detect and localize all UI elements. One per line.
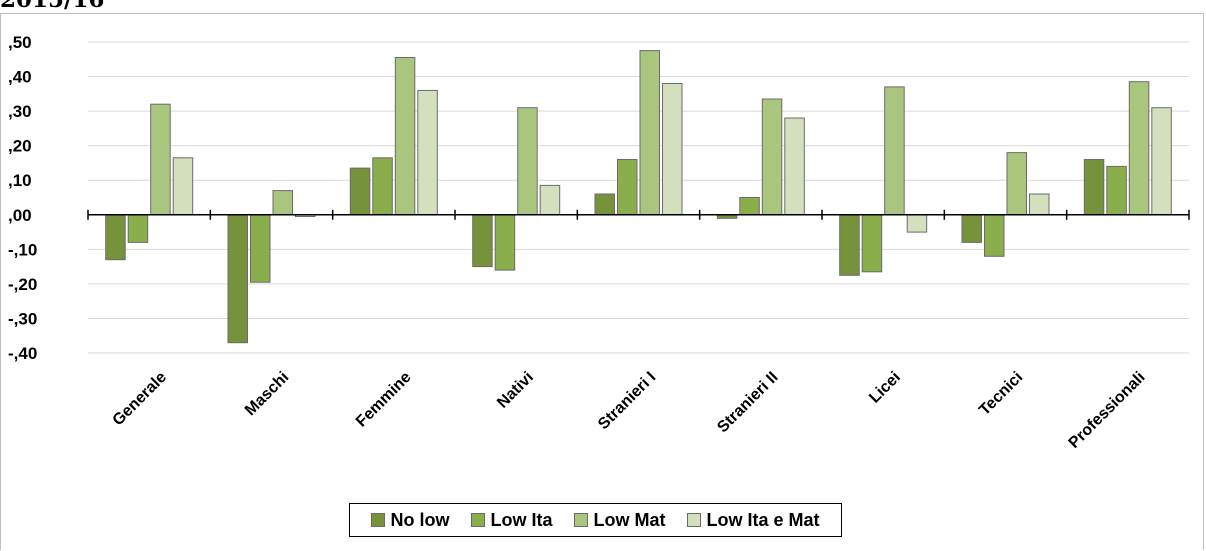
bar-no-low-maschi: [227, 214, 248, 344]
bar-low-ita-nativi: [494, 214, 516, 271]
bar-low-mat-stranieri-i: [639, 50, 660, 216]
bar-low-mat-maschi: [272, 190, 293, 216]
bar-no-low-tecnici: [961, 214, 982, 243]
y-tick-label: ,00: [8, 206, 32, 225]
bar-no-low-nativi: [472, 214, 493, 268]
bar-low-ita-tecnici: [984, 214, 1005, 257]
bar-no-low-licei: [839, 214, 860, 276]
legend-label: No low: [390, 509, 450, 530]
legend-label: Low Mat: [593, 509, 666, 530]
bar-low-mat-femmine: [394, 57, 416, 216]
bar-low-ita-e-mat-stranieri-ii: [784, 117, 805, 216]
bar-low-ita-stranieri-i: [617, 159, 638, 216]
bar-low-ita-maschi: [250, 214, 271, 283]
y-tick-label: -,20: [8, 275, 37, 294]
bar-low-ita-e-mat-licei: [906, 214, 928, 233]
gridlines: [88, 41, 1189, 354]
bar-low-ita-femmine: [372, 157, 393, 216]
y-tick-label: ,40: [8, 68, 32, 87]
x-category-label: Stranieri I: [595, 369, 659, 433]
bar-low-mat-nativi: [517, 107, 538, 216]
bar-low-ita-generale: [127, 214, 149, 243]
legend-swatch: [471, 513, 486, 527]
bar-low-ita-stranieri-ii: [739, 197, 760, 216]
legend-swatch: [371, 513, 386, 527]
y-tick-label: ,30: [8, 102, 32, 121]
legend-item-low-ita-e-mat: Low Ita e Mat: [687, 509, 820, 531]
chart-frame: [0, 13, 1204, 550]
bar-low-ita-e-mat-professionali: [1151, 107, 1172, 216]
x-category-label: Licei: [866, 369, 904, 407]
bar-no-low-stranieri-i: [594, 193, 615, 216]
bar-low-ita-e-mat-generale: [172, 157, 194, 216]
x-category-label: Maschi: [242, 369, 292, 419]
legend-label: Low Ita e Mat: [706, 509, 820, 530]
y-tick-label: ,10: [8, 171, 32, 190]
bar-low-ita-licei: [861, 214, 883, 273]
x-category-label: Generale: [110, 369, 171, 430]
bar-low-ita-e-mat-tecnici: [1029, 193, 1050, 216]
x-category-label: Femmine: [353, 369, 415, 431]
y-tick-label: -,30: [8, 309, 37, 328]
y-tick-label: -,40: [8, 344, 37, 363]
x-axis: [87, 209, 1190, 220]
x-category-label: Professionali: [1066, 369, 1149, 452]
legend-label: Low Ita: [490, 509, 553, 530]
chart-legend: No low Low Ita Low Mat Low Ita e Mat: [349, 503, 842, 537]
bar-low-mat-licei: [884, 86, 905, 216]
bars: [105, 50, 1172, 344]
x-category-label: Stranieri II: [714, 369, 781, 436]
y-axis-ticks: ,50 ,40 ,30 ,20 ,10 ,00 -,10 -,20 -,30 -,40: [8, 33, 37, 363]
x-category-label: Nativi: [494, 369, 537, 412]
legend-item-no-low: No low: [371, 510, 449, 531]
y-tick-label: ,50: [8, 33, 32, 52]
bar-low-mat-stranieri-ii: [761, 98, 783, 216]
bar-low-mat-generale: [150, 103, 171, 216]
bar-low-mat-tecnici: [1006, 152, 1027, 216]
bar-low-mat-professionali: [1128, 81, 1150, 216]
y-tick-label: ,20: [8, 137, 32, 156]
bar-low-ita-e-mat-stranieri-i: [662, 83, 683, 216]
legend-item-low-mat: Low Mat: [574, 510, 665, 531]
bar-no-low-professionali: [1083, 159, 1105, 216]
x-category-label: Tecnici: [976, 369, 1026, 419]
legend-item-low-ita: Low Ita: [471, 510, 552, 531]
bar-low-ita-e-mat-femmine: [417, 89, 438, 216]
bar-no-low-generale: [105, 214, 126, 261]
legend-swatch: [687, 513, 702, 527]
page-title: 2015/16: [0, 0, 104, 13]
legend-swatch: [574, 513, 589, 527]
bar-low-ita-professionali: [1106, 165, 1127, 216]
bar-low-ita-e-mat-nativi: [539, 184, 561, 216]
bar-no-low-femmine: [349, 167, 371, 216]
x-axis-labels: Generale Maschi Femmine Nativi Stranieri I St…: [110, 369, 1149, 452]
y-tick-label: -,10: [8, 240, 37, 259]
